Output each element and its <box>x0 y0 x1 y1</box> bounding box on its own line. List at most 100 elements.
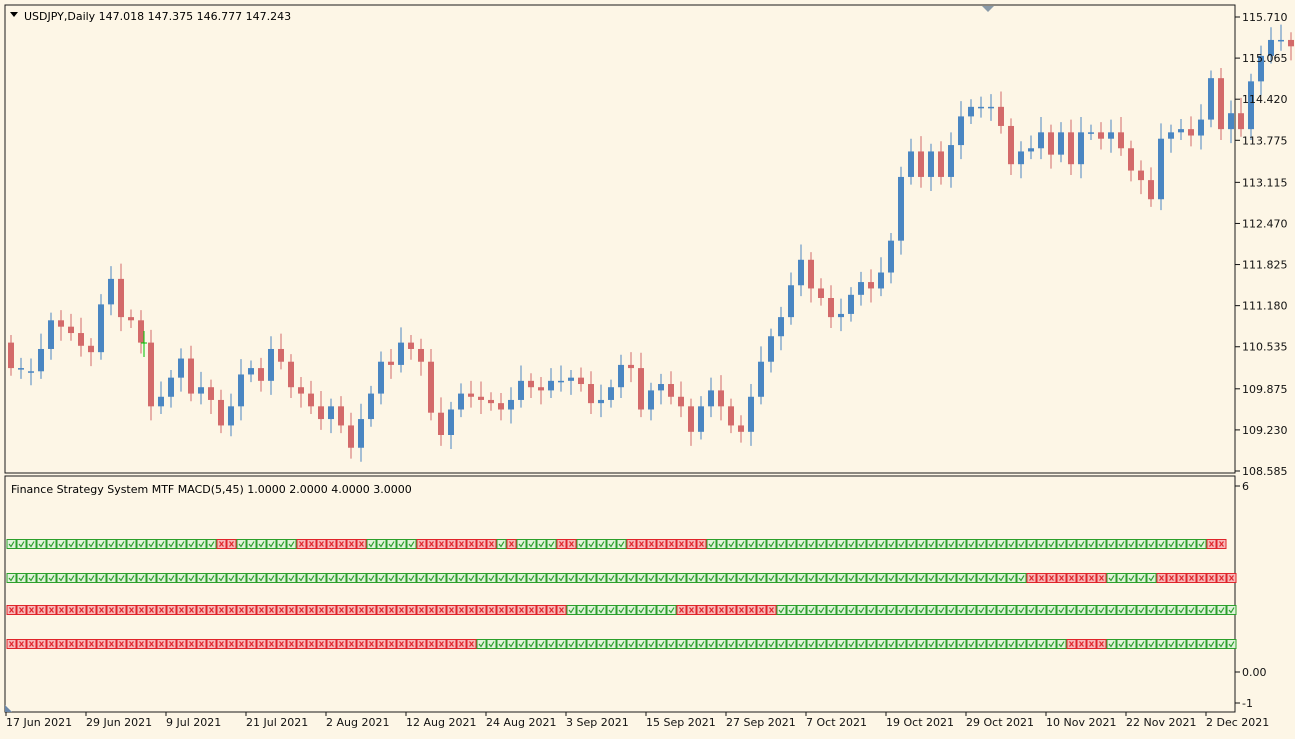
up-signal-check-icon <box>1196 639 1207 649</box>
down-signal-cross-icon <box>316 605 327 615</box>
up-signal-check-icon <box>186 573 197 583</box>
down-signal-cross-icon <box>726 605 737 615</box>
up-signal-check-icon <box>86 573 97 583</box>
bull-candle <box>658 384 664 391</box>
down-signal-cross-icon <box>336 539 347 549</box>
up-signal-check-icon <box>726 573 737 583</box>
up-signal-check-icon <box>946 573 957 583</box>
up-signal-check-icon <box>396 539 407 549</box>
price-chart-panel[interactable]: USDJPY,Daily 147.018 147.375 146.777 147… <box>4 4 1295 478</box>
down-signal-cross-icon <box>436 539 447 549</box>
down-signal-cross-icon <box>296 539 307 549</box>
up-signal-check-icon <box>706 573 717 583</box>
down-signal-cross-icon <box>276 639 287 649</box>
signal-row-4 <box>6 539 1227 549</box>
up-signal-check-icon <box>716 539 727 549</box>
up-signal-check-icon <box>416 573 427 583</box>
up-signal-check-icon <box>786 639 797 649</box>
up-signal-check-icon <box>406 573 417 583</box>
bull-candle <box>948 145 954 177</box>
up-signal-check-icon <box>1016 573 1027 583</box>
down-signal-cross-icon <box>396 639 407 649</box>
up-signal-check-icon <box>876 573 887 583</box>
down-signal-cross-icon <box>256 639 267 649</box>
up-signal-check-icon <box>1136 539 1147 549</box>
up-signal-check-icon <box>596 605 607 615</box>
chart-shift-marker-icon[interactable] <box>982 6 994 12</box>
bear-candle <box>68 326 74 334</box>
up-signal-check-icon <box>496 539 507 549</box>
up-signal-check-icon <box>1146 539 1157 549</box>
up-signal-check-icon <box>1196 539 1207 549</box>
up-signal-check-icon <box>926 573 937 583</box>
up-signal-check-icon <box>606 605 617 615</box>
down-signal-cross-icon <box>676 605 687 615</box>
down-signal-cross-icon <box>1066 639 1077 649</box>
up-signal-check-icon <box>476 639 487 649</box>
up-signal-check-icon <box>1056 639 1067 649</box>
collapse-triangle-icon[interactable] <box>10 12 18 17</box>
indicator-panel[interactable]: Finance Strategy System MTF MACD(5,45) 1… <box>4 475 1267 713</box>
up-signal-check-icon <box>1086 605 1097 615</box>
up-signal-check-icon <box>916 605 927 615</box>
up-signal-check-icon <box>286 539 297 549</box>
up-signal-check-icon <box>1056 539 1067 549</box>
bear-candle <box>678 396 684 407</box>
bull-candle <box>968 106 974 117</box>
down-signal-cross-icon <box>1096 639 1107 649</box>
down-signal-cross-icon <box>26 639 37 649</box>
up-signal-check-icon <box>1096 605 1107 615</box>
down-signal-cross-icon <box>336 639 347 649</box>
date-tick-label: 22 Nov 2021 <box>1126 716 1196 729</box>
bear-candle <box>1238 113 1244 130</box>
up-signal-check-icon <box>966 573 977 583</box>
bear-candle <box>58 320 64 327</box>
up-signal-check-icon <box>696 639 707 649</box>
up-signal-check-icon <box>76 573 87 583</box>
bull-candle <box>698 406 704 432</box>
up-signal-check-icon <box>846 539 857 549</box>
bull-candle <box>758 361 764 397</box>
down-signal-cross-icon <box>266 605 277 615</box>
down-signal-cross-icon <box>126 605 137 615</box>
date-tick-label: 27 Sep 2021 <box>726 716 796 729</box>
down-signal-cross-icon <box>306 539 317 549</box>
down-signal-cross-icon <box>646 539 657 549</box>
up-signal-check-icon <box>476 573 487 583</box>
signal-row-1 <box>6 639 1237 649</box>
up-signal-check-icon <box>746 573 757 583</box>
scroll-corner-icon[interactable] <box>5 705 12 712</box>
up-signal-check-icon <box>636 605 647 615</box>
up-signal-check-icon <box>1116 573 1127 583</box>
up-signal-check-icon <box>866 639 877 649</box>
bear-candle <box>1128 148 1134 171</box>
up-signal-check-icon <box>976 639 987 649</box>
bear-candle <box>218 399 224 426</box>
up-signal-check-icon <box>1016 539 1027 549</box>
date-tick-label: 9 Jul 2021 <box>166 716 221 729</box>
up-signal-check-icon <box>816 539 827 549</box>
up-signal-check-icon <box>1216 639 1227 649</box>
down-signal-cross-icon <box>476 539 487 549</box>
bull-candle <box>858 282 864 295</box>
up-signal-check-icon <box>966 539 977 549</box>
up-signal-check-icon <box>726 539 737 549</box>
bear-candle <box>478 396 484 400</box>
bull-candle <box>358 419 364 448</box>
down-signal-cross-icon <box>416 539 427 549</box>
up-signal-check-icon <box>526 639 537 649</box>
bear-candle <box>308 393 314 407</box>
signal-row-2 <box>6 605 1237 615</box>
bear-candle <box>718 390 724 407</box>
down-signal-cross-icon <box>1056 573 1067 583</box>
up-signal-check-icon <box>1116 539 1127 549</box>
down-signal-cross-icon <box>406 605 417 615</box>
up-signal-check-icon <box>1126 573 1137 583</box>
down-signal-cross-icon <box>546 605 557 615</box>
down-signal-cross-icon <box>126 639 137 649</box>
up-signal-check-icon <box>846 605 857 615</box>
down-signal-cross-icon <box>1226 573 1237 583</box>
bull-candle <box>958 116 964 146</box>
up-signal-check-icon <box>556 573 567 583</box>
